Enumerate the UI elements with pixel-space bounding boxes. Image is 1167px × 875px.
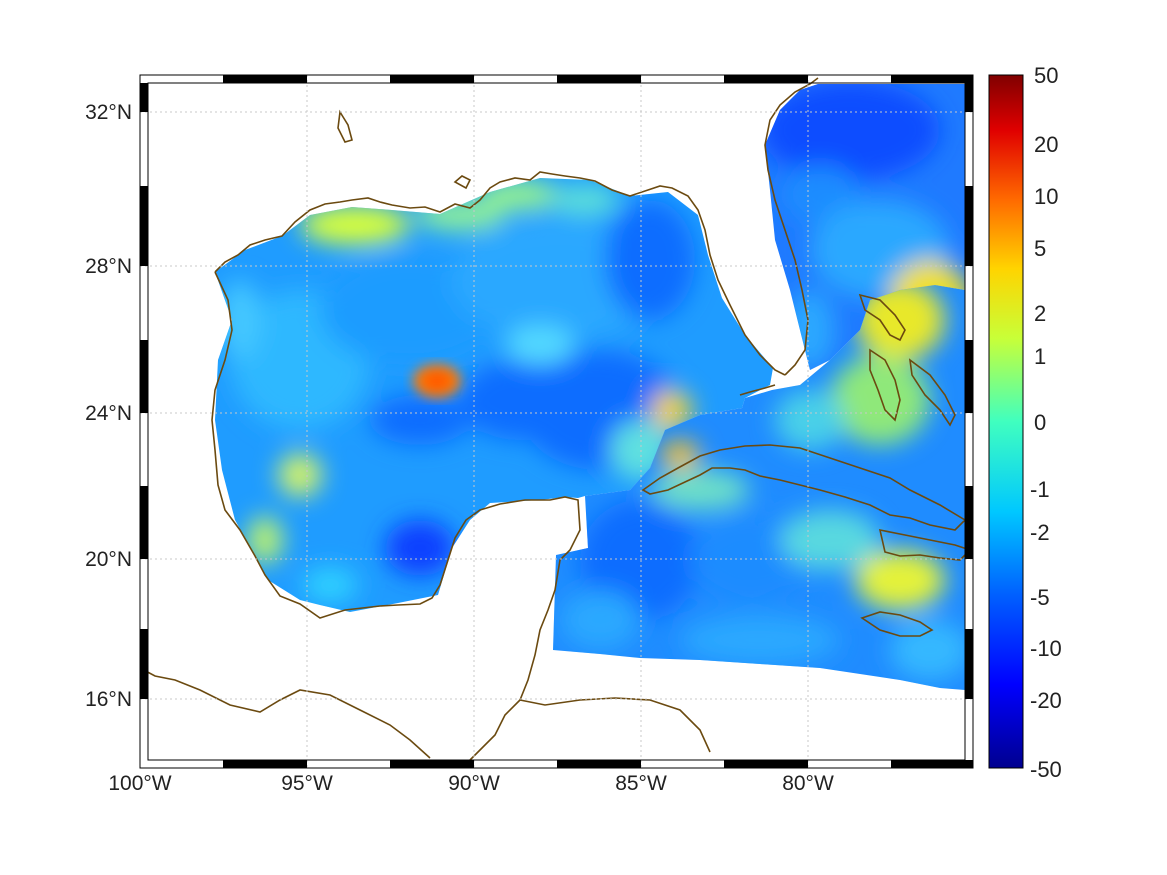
gulf-of-mexico-field bbox=[215, 178, 773, 612]
colorbar-label: -2 bbox=[1030, 520, 1050, 545]
data-field bbox=[215, 84, 965, 690]
colorbar-label: 1 bbox=[1034, 344, 1046, 369]
colorbar-label: -20 bbox=[1030, 688, 1062, 713]
bahamas-outline bbox=[858, 293, 906, 342]
colorbar-labels: 50 20 10 5 2 1 0 -1 -2 -5 -10 -20 -50 bbox=[1030, 63, 1062, 782]
gridlines bbox=[140, 75, 973, 768]
lat-tick-label: 16°N bbox=[85, 688, 132, 711]
bahamas-outline-2 bbox=[869, 348, 901, 422]
colorbar-gradient bbox=[988, 74, 1024, 769]
colorbar-label: 2 bbox=[1034, 301, 1046, 326]
colorbar-label: 50 bbox=[1034, 63, 1058, 88]
colorbar-label: 5 bbox=[1034, 236, 1046, 261]
bahamas-outline-3 bbox=[908, 358, 956, 427]
latitude-tick-labels: 32°N 28°N 24°N 20°N 16°N bbox=[85, 101, 132, 711]
colorbar-label: 10 bbox=[1034, 184, 1058, 209]
honduras-coast bbox=[519, 697, 711, 753]
colorbar-label: 20 bbox=[1034, 132, 1058, 157]
lon-tick-label: 85°W bbox=[615, 772, 667, 795]
lake-fragment-2 bbox=[453, 175, 472, 190]
coastlines bbox=[139, 77, 972, 761]
lon-tick-label: 95°W bbox=[281, 772, 333, 795]
lon-tick-label: 90°W bbox=[448, 772, 500, 795]
lon-tick-label: 80°W bbox=[782, 772, 834, 795]
central-america-coast bbox=[139, 667, 431, 759]
florida-east-coast bbox=[764, 77, 819, 376]
lat-tick-label: 20°N bbox=[85, 548, 132, 571]
hispaniola-outline bbox=[878, 528, 972, 561]
florida-keys bbox=[739, 384, 776, 396]
colorbar-label: -5 bbox=[1030, 585, 1050, 610]
lat-tick-label: 28°N bbox=[85, 255, 132, 278]
longitude-tick-labels: 100°W 95°W 90°W 85°W 80°W bbox=[108, 772, 834, 795]
jamaica-outline bbox=[860, 611, 934, 637]
colorbar-label: -10 bbox=[1030, 636, 1062, 661]
colorbar-label: 0 bbox=[1034, 410, 1046, 435]
cuba-outline bbox=[641, 444, 967, 531]
us-gulf-coast bbox=[214, 171, 786, 376]
lat-tick-label: 32°N bbox=[85, 101, 132, 124]
colorbar-label: -1 bbox=[1030, 477, 1050, 502]
lake-fragment bbox=[337, 109, 353, 143]
colorbar: 50 20 10 5 2 1 0 -1 -2 -5 -10 -20 -50 bbox=[988, 63, 1062, 782]
colorbar-label: -50 bbox=[1030, 757, 1062, 782]
map-frame bbox=[139, 74, 974, 769]
lon-tick-label: 100°W bbox=[108, 772, 171, 795]
lat-tick-label: 24°N bbox=[85, 402, 132, 425]
mexico-gulf-coast bbox=[211, 271, 581, 761]
